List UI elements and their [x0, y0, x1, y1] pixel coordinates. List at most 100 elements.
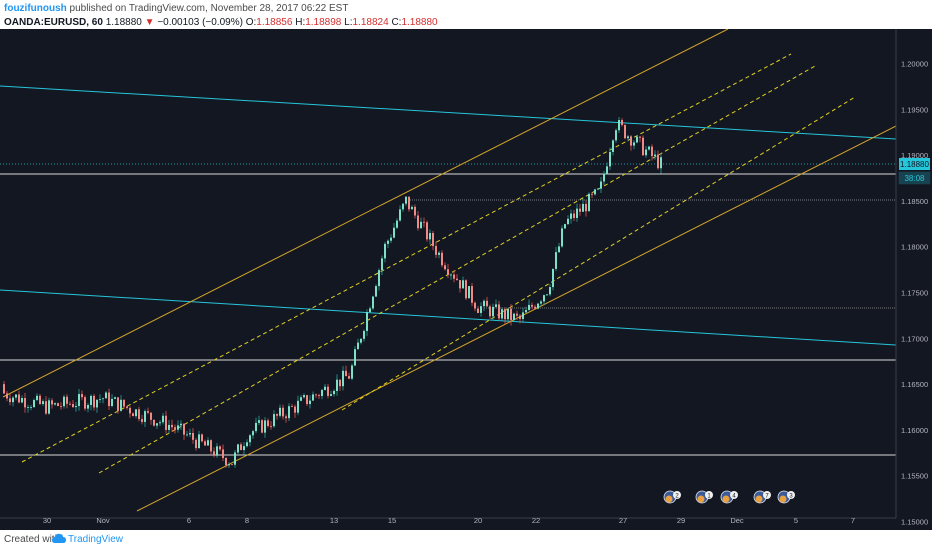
candle: [198, 430, 200, 449]
candle: [93, 393, 95, 411]
candle: [489, 304, 491, 320]
time-axis[interactable]: 30 Nov 6 8 13 15 20 22 27 29 Dec 5 7: [0, 516, 896, 525]
candle: [312, 391, 314, 401]
candle: [495, 299, 497, 309]
candle: [327, 384, 329, 399]
drawing-tools[interactable]: [0, 29, 897, 512]
trend-line-upper[interactable]: [0, 85, 897, 140]
candle: [351, 363, 353, 381]
chart-pane[interactable]: 1.20000 1.19500 1.19000 1.18500 1.18000 1.175…: [0, 29, 932, 530]
calendar-event-flag-icon[interactable]: 1: [695, 490, 713, 504]
time-tick-label: 13: [330, 516, 338, 525]
channel-line-lower[interactable]: [136, 125, 897, 512]
candle: [111, 394, 113, 408]
candle: [384, 241, 386, 263]
published-text: published on TradingView.com, November 2…: [69, 3, 349, 14]
price-tick-label: 1.15000: [901, 518, 928, 527]
candle: [285, 414, 287, 423]
candle: [246, 439, 248, 448]
candle: [543, 294, 545, 306]
candle: [507, 308, 509, 321]
calendar-event-flag-icon[interactable]: 3: [777, 490, 795, 504]
candle: [444, 262, 446, 271]
candle: [222, 444, 224, 462]
candle: [522, 307, 524, 324]
price-tick-label: 1.19500: [901, 105, 928, 114]
candle: [531, 302, 533, 309]
candle: [318, 393, 320, 399]
time-tick-label: 30: [43, 516, 51, 525]
candle: [654, 150, 656, 160]
channel-midline[interactable]: [98, 65, 816, 474]
price-change: −0.00103 (−0.09%): [157, 17, 243, 28]
candle: [282, 404, 284, 420]
high-label: H:: [295, 17, 306, 28]
author-link[interactable]: fouzifunoush: [4, 3, 67, 14]
candle: [303, 393, 305, 399]
tradingview-brand-link[interactable]: TradingView: [68, 534, 124, 545]
economic-events[interactable]: 2 1 4 7 3: [663, 490, 795, 504]
candle: [345, 365, 347, 377]
calendar-event-flag-icon[interactable]: 2: [663, 490, 681, 504]
candle: [183, 423, 185, 440]
candle: [342, 366, 344, 391]
calendar-event-flag-icon[interactable]: 7: [753, 490, 771, 504]
symbol-label[interactable]: OANDA:EURUSD, 60: [4, 17, 103, 28]
candle: [129, 406, 131, 418]
candle: [291, 404, 293, 408]
candle: [15, 394, 17, 401]
candle: [204, 439, 206, 446]
chart-canvas[interactable]: 1.20000 1.19500 1.19000 1.18500 1.18000 1.175…: [0, 29, 932, 530]
event-count-label: 2: [675, 494, 679, 500]
candle: [618, 116, 620, 134]
candle: [510, 304, 512, 326]
candle: [591, 192, 593, 199]
candle: [90, 394, 92, 411]
candle: [651, 144, 653, 161]
time-tick-label: 5: [794, 516, 798, 525]
candle: [66, 394, 68, 409]
candle: [177, 420, 179, 433]
candle: [156, 423, 158, 429]
candle: [264, 417, 266, 438]
candle: [78, 388, 80, 411]
candle: [561, 225, 563, 248]
candle: [402, 203, 404, 212]
trend-line-lower[interactable]: [0, 289, 897, 346]
candle: [567, 215, 569, 226]
candle: [39, 393, 41, 405]
price-tick-label: 1.18500: [901, 197, 928, 206]
candle: [261, 419, 263, 434]
candle: [525, 306, 527, 313]
channel-line-upper[interactable]: [2, 29, 729, 398]
candle: [219, 445, 221, 452]
candle: [9, 393, 11, 406]
calendar-event-flag-icon[interactable]: 4: [720, 490, 738, 504]
time-tick-label: 6: [187, 516, 191, 525]
candle: [330, 390, 332, 397]
time-tick-label: 8: [245, 516, 249, 525]
channel-midline[interactable]: [341, 96, 856, 411]
tradingview-cloud-icon[interactable]: [52, 533, 66, 548]
candle: [87, 402, 89, 413]
candle: [411, 205, 413, 210]
candle: [102, 397, 104, 404]
candle: [120, 395, 122, 412]
candle: [447, 263, 449, 279]
candle: [600, 177, 602, 194]
candle: [597, 187, 599, 191]
candle: [69, 401, 71, 406]
candle: [660, 153, 662, 174]
candle: [552, 268, 554, 291]
candle: [84, 395, 86, 411]
candle: [375, 284, 377, 298]
candle: [435, 241, 437, 258]
price-axis[interactable]: 1.20000 1.19500 1.19000 1.18500 1.18000 1.175…: [895, 29, 928, 527]
candle: [549, 283, 551, 297]
candle: [279, 404, 281, 418]
candle: [306, 394, 308, 406]
channel-midline[interactable]: [21, 53, 792, 463]
close-value: 1.18880: [401, 17, 438, 28]
candle: [270, 420, 272, 430]
candle: [123, 399, 125, 409]
